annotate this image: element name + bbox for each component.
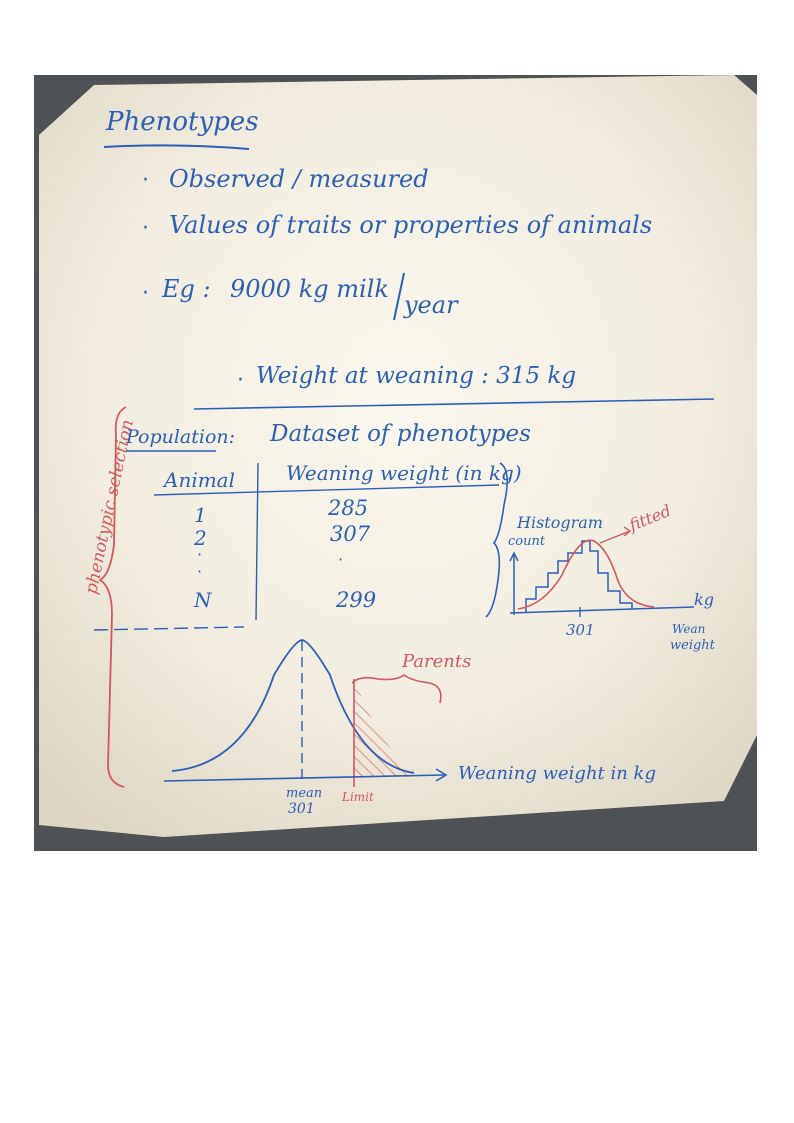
- histogram-x-unit: kg: [694, 590, 714, 609]
- table-brace: [485, 462, 508, 618]
- table-header-animal: Animal: [162, 468, 235, 492]
- weight-axis-arrow: [435, 768, 448, 782]
- histogram-tick-label: 301: [566, 621, 595, 639]
- selection-plot: Weaning weight in kg mean 301 Limit Pare…: [163, 639, 656, 817]
- histogram-x-axis: [509, 606, 695, 614]
- whiteboard-surface: [39, 75, 757, 837]
- normal-curve: [171, 639, 415, 774]
- bullet-dot: ·: [237, 368, 244, 393]
- table-row-weight: 307: [330, 522, 371, 546]
- table-row-animal: 1: [194, 503, 207, 527]
- example-milk-value: 9000 kg milk: [230, 275, 389, 303]
- table-row-weight: 285: [327, 496, 368, 520]
- table-row-animal: 2: [193, 526, 207, 550]
- weight-axis-label: Weaning weight in kg: [458, 763, 656, 784]
- selected-area-hatch: [354, 677, 414, 777]
- histogram-bars: [525, 540, 633, 613]
- section-divider: [193, 398, 715, 410]
- title-underline: [103, 144, 250, 150]
- table-ellipsis: ·: [338, 550, 343, 569]
- board-title: Phenotypes: [105, 107, 259, 137]
- milk-unit-slash: [393, 272, 405, 321]
- example-milk-unit: year: [403, 291, 459, 319]
- histogram-x-label-2: weight: [670, 638, 716, 653]
- table-column-divider: [255, 462, 259, 621]
- population-label: Population:: [125, 426, 235, 448]
- histogram-x-label-1: Wean: [672, 622, 705, 636]
- histogram-title: Histogram: [516, 513, 603, 532]
- bullet-dot: ·: [142, 168, 149, 193]
- fitted-arrow: [599, 526, 632, 544]
- whiteboard-photo: Phenotypes · Observed / measured · Value…: [34, 75, 757, 851]
- table-row-weight: 299: [335, 588, 376, 612]
- parents-brace: [351, 674, 442, 704]
- limit-label: Limit: [341, 790, 374, 804]
- bullet-observed: Observed / measured: [169, 165, 429, 193]
- example-weaning: Weight at weaning : 315 kg: [256, 363, 576, 389]
- fitted-curve: [517, 539, 655, 610]
- selection-bracket: [98, 406, 127, 788]
- histogram-y-arrow: [509, 551, 519, 562]
- bullet-values: Values of traits or properties of animal…: [169, 211, 652, 239]
- bullet-dot: ·: [142, 281, 149, 306]
- mean-label: mean: [286, 786, 322, 801]
- table-header-rule: [153, 484, 500, 496]
- dataset-title: Dataset of phenotypes: [269, 421, 531, 447]
- table-ellipsis: ·: [197, 545, 202, 564]
- mean-value: 301: [288, 801, 315, 817]
- table-row-animal: N: [193, 588, 213, 612]
- weight-axis: [163, 774, 445, 782]
- example-label: Eg :: [161, 275, 211, 303]
- table-bottom-dash: [93, 626, 245, 631]
- histogram-y-label: count: [508, 534, 546, 549]
- parents-label: Parents: [401, 651, 471, 672]
- table-header-weight: Weaning weight (in kg): [286, 461, 522, 485]
- table-ellipsis: ·: [197, 562, 202, 581]
- bullet-dot: ·: [142, 216, 149, 241]
